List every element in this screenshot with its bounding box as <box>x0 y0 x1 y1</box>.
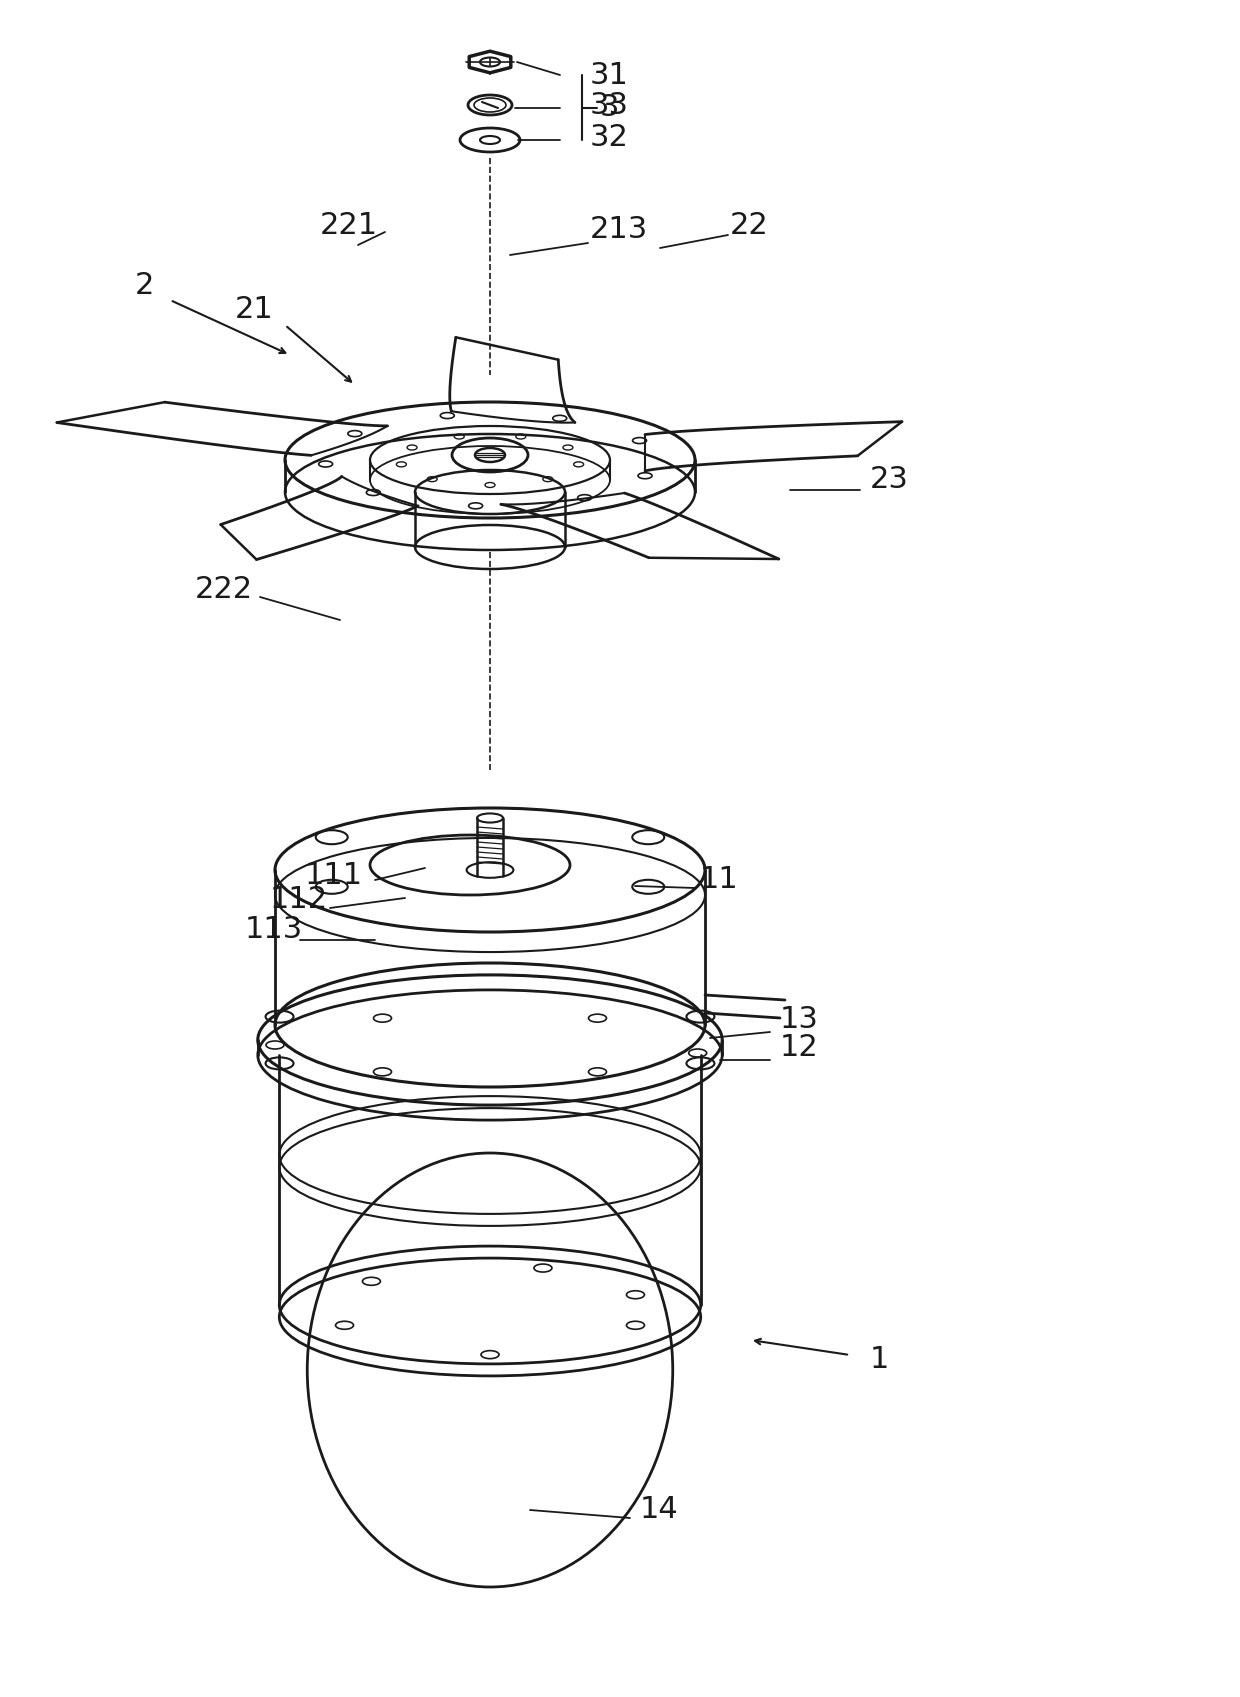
Text: 221: 221 <box>320 210 378 239</box>
Text: 111: 111 <box>305 860 363 889</box>
Text: 32: 32 <box>590 124 629 153</box>
Text: 1: 1 <box>870 1346 889 1375</box>
Text: 11: 11 <box>701 865 739 894</box>
Text: 23: 23 <box>870 465 909 494</box>
Text: 213: 213 <box>590 216 649 244</box>
Text: 21: 21 <box>236 295 274 324</box>
Text: 13: 13 <box>780 1006 818 1035</box>
Text: 112: 112 <box>270 886 329 915</box>
Text: 33: 33 <box>590 90 629 119</box>
Text: 2: 2 <box>135 270 154 299</box>
Text: 14: 14 <box>640 1495 678 1524</box>
Text: 31: 31 <box>590 61 629 90</box>
Text: 12: 12 <box>780 1033 818 1062</box>
Text: 222: 222 <box>195 575 253 604</box>
Text: 3: 3 <box>600 93 620 122</box>
Text: 22: 22 <box>730 210 769 239</box>
Text: 113: 113 <box>246 915 304 945</box>
